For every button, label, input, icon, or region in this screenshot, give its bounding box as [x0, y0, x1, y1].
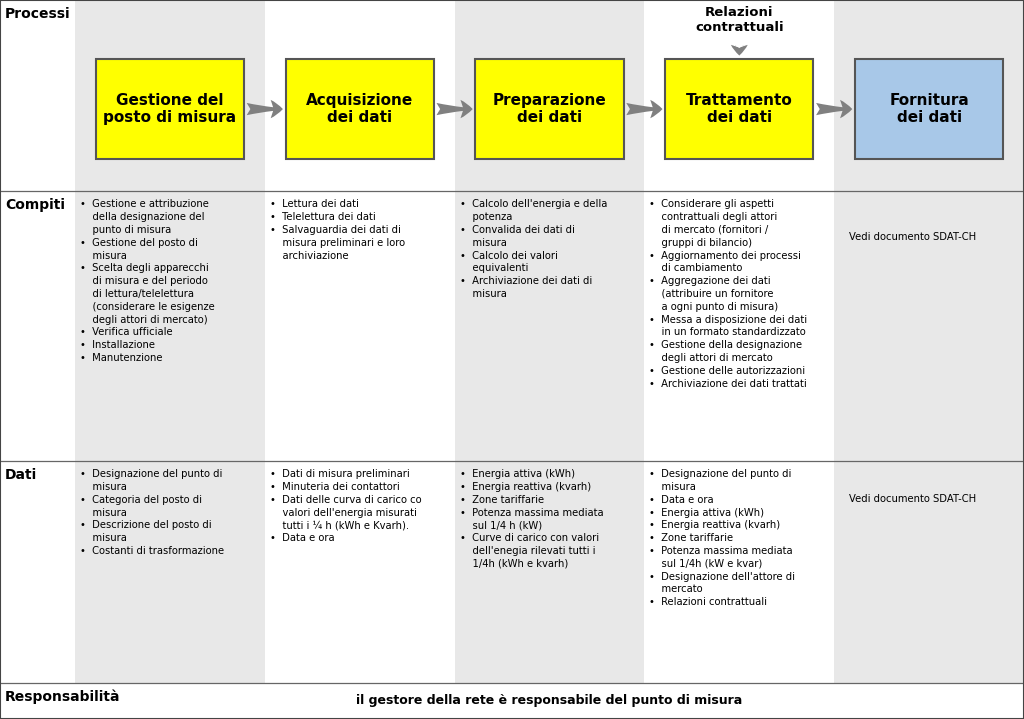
Text: Fornitura
dei dati: Fornitura dei dati: [889, 93, 969, 125]
Text: •  Gestione e attribuzione
    della designazione del
    punto di misura
•  Ges: • Gestione e attribuzione della designaz…: [80, 199, 215, 363]
Text: Relazioni
contrattuali: Relazioni contrattuali: [695, 6, 783, 34]
Text: •  Designazione del punto di
    misura
•  Categoria del posto di
    misura
•  : • Designazione del punto di misura • Cat…: [80, 470, 224, 556]
Text: •  Energia attiva (kWh)
•  Energia reattiva (kvarh)
•  Zone tariffarie
•  Potenz: • Energia attiva (kWh) • Energia reattiv…: [460, 470, 603, 569]
Text: Compiti: Compiti: [5, 198, 65, 212]
Bar: [96, 59, 244, 159]
Text: Dati: Dati: [5, 468, 37, 482]
Text: •  Lettura dei dati
•  Telelettura dei dati
•  Salvaguardia dei dati di
    misu: • Lettura dei dati • Telelettura dei dat…: [269, 199, 404, 260]
Text: •  Calcolo dell'energia e della
    potenza
•  Convalida dei dati di
    misura
: • Calcolo dell'energia e della potenza •…: [460, 199, 607, 299]
Bar: [0, 0, 75, 719]
Text: Vedi documento SDAT-CH: Vedi documento SDAT-CH: [849, 495, 976, 505]
Text: •  Considerare gli aspetti
    contrattuali degli attori
    di mercato (fornito: • Considerare gli aspetti contrattuali d…: [649, 199, 808, 388]
Text: Gestione del
posto di misura: Gestione del posto di misura: [103, 93, 237, 125]
Bar: [75, 0, 265, 683]
Bar: [265, 0, 455, 683]
Bar: [455, 0, 644, 683]
Text: •  Designazione del punto di
    misura
•  Data e ora
•  Energia attiva (kWh)
• : • Designazione del punto di misura • Dat…: [649, 470, 796, 608]
Bar: [855, 59, 1004, 159]
Bar: [475, 59, 624, 159]
Text: •  Dati di misura preliminari
•  Minuteria dei contattori
•  Dati delle curva di: • Dati di misura preliminari • Minuteria…: [269, 470, 422, 544]
Bar: [835, 0, 1024, 683]
Bar: [644, 0, 835, 683]
Text: Vedi documento SDAT-CH: Vedi documento SDAT-CH: [849, 232, 976, 242]
Text: il gestore della rete è responsabile del punto di misura: il gestore della rete è responsabile del…: [356, 695, 742, 707]
Bar: [286, 59, 434, 159]
Text: Responsabilità: Responsabilità: [5, 690, 121, 704]
Bar: [0, 683, 1024, 719]
Text: Preparazione
dei dati: Preparazione dei dati: [493, 93, 606, 125]
Text: Trattamento
dei dati: Trattamento dei dati: [686, 93, 793, 125]
Text: Acquisizione
dei dati: Acquisizione dei dati: [306, 93, 414, 125]
Text: Processi: Processi: [5, 7, 71, 21]
Bar: [666, 59, 813, 159]
